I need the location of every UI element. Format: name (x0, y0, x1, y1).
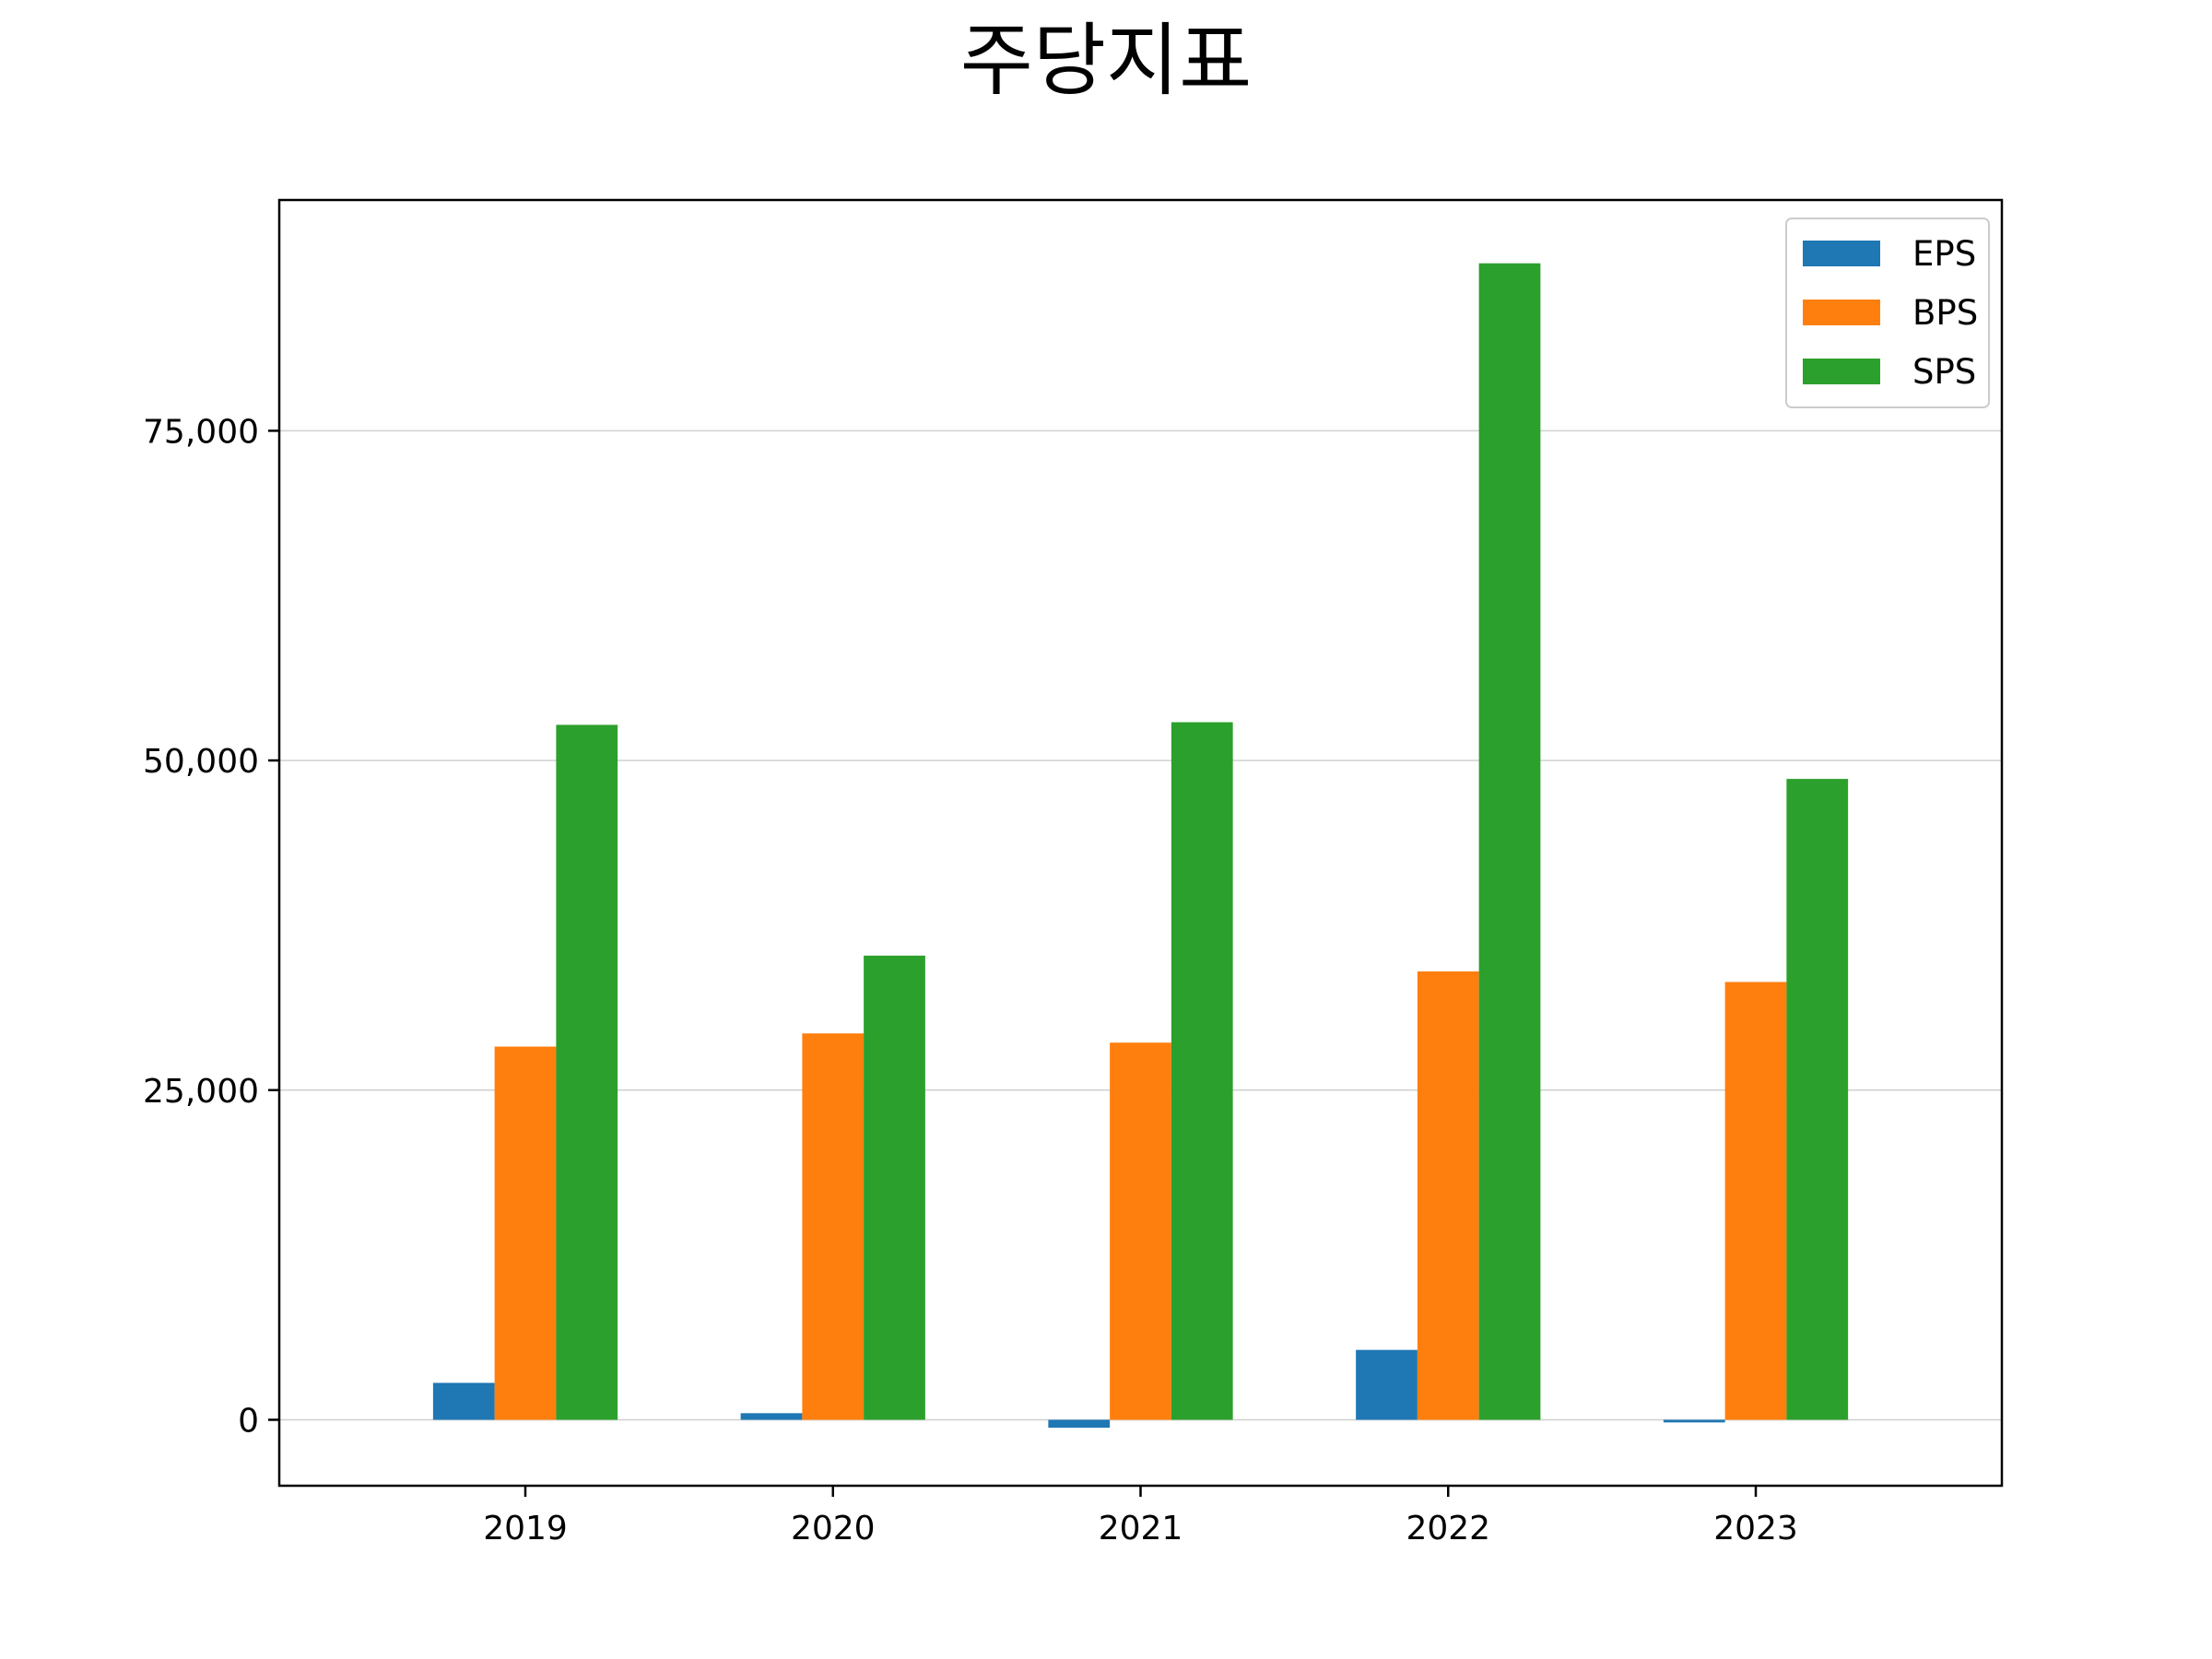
bar-eps-2020 (740, 1413, 803, 1420)
legend: EPS BPS SPS (1785, 218, 1990, 408)
legend-swatch-bps (1803, 300, 1880, 325)
legend-swatch-sps (1803, 359, 1880, 384)
legend-label-bps: BPS (1912, 293, 1978, 333)
bar-sps-2020 (864, 955, 925, 1420)
x-tick-label: 2023 (1713, 1510, 1798, 1547)
axes: 0 25,000 50,000 75,000 2019 2020 2021 2022 2023 (143, 198, 2004, 1547)
legend-swatch-eps (1803, 241, 1880, 266)
chart-title: 주당지표 (960, 15, 1252, 107)
bar-bps-2019 (494, 1046, 557, 1420)
bar-sps-2022 (1478, 263, 1541, 1420)
bar-eps-2021 (1048, 1419, 1111, 1429)
x-tick-label: 2022 (1406, 1510, 1490, 1547)
legend-label-sps: SPS (1912, 352, 1976, 392)
bar-eps-2023 (1663, 1419, 1725, 1423)
y-tick-label: 25,000 (143, 1073, 259, 1111)
bar-sps-2021 (1171, 722, 1233, 1420)
bar-bps-2021 (1110, 1042, 1171, 1420)
y-tick-label: 50,000 (143, 743, 259, 781)
y-tick-label: 75,000 (143, 413, 259, 451)
bar-eps-2019 (432, 1382, 495, 1420)
bars (432, 263, 1849, 1429)
bar-sps-2019 (556, 724, 618, 1420)
x-tick-label: 2021 (1099, 1510, 1183, 1547)
x-tick-label: 2019 (483, 1510, 568, 1547)
y-tick-label: 0 (238, 1402, 259, 1440)
bar-sps-2023 (1786, 779, 1849, 1420)
legend-label-eps: EPS (1912, 234, 1976, 274)
bar-eps-2022 (1356, 1349, 1418, 1420)
bar-bps-2020 (802, 1033, 865, 1420)
bar-bps-2022 (1417, 971, 1479, 1420)
bar-bps-2023 (1724, 982, 1787, 1420)
x-tick-label: 2020 (791, 1510, 876, 1547)
